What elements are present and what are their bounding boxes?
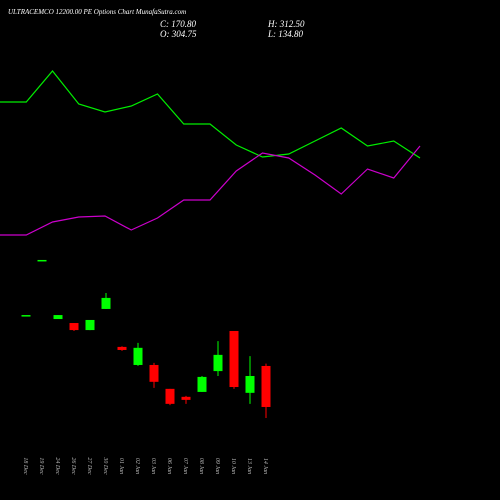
candle-body xyxy=(213,354,223,372)
candle-body xyxy=(69,323,79,331)
x-tick-label: 01 Jan xyxy=(118,458,124,474)
x-tick-label: 02 Jan xyxy=(134,458,140,474)
x-tick-label: 06 Jan xyxy=(166,458,172,474)
candle-body xyxy=(117,346,127,350)
candle-body xyxy=(197,376,207,392)
x-tick-label: 10 Jan xyxy=(230,458,236,474)
x-tick-label: 09 Jan xyxy=(214,458,220,474)
x-tick-label: 30 Dec xyxy=(102,456,108,474)
candle-body xyxy=(37,259,47,262)
candle-body xyxy=(101,297,111,309)
x-tick-label: 14 Jan xyxy=(262,458,269,474)
x-tick-label: 18 Dec xyxy=(22,457,28,474)
candle-body xyxy=(165,388,175,404)
low-text: L: 134.80 xyxy=(267,29,304,39)
high-text: H: 312.50 xyxy=(267,19,305,29)
candle-body xyxy=(85,319,95,331)
candle-body xyxy=(133,347,143,365)
candle-body xyxy=(53,315,63,320)
candle-body xyxy=(149,364,159,382)
x-tick-label: 19 Dec xyxy=(38,457,44,474)
x-tick-label: 07 Jan xyxy=(182,458,188,474)
candle-body xyxy=(181,396,191,400)
chart-title: ULTRACEMCO 12200.00 PE Options Chart Mun… xyxy=(8,8,186,16)
x-tick-label: 27 Dec xyxy=(86,457,92,474)
line-series xyxy=(0,70,421,159)
x-tick-label: 13 Jan xyxy=(246,458,252,474)
candle-body xyxy=(229,330,239,388)
x-tick-label: 03 Jan xyxy=(150,458,156,474)
candle-body xyxy=(261,365,271,407)
open-text: O: 304.75 xyxy=(160,29,197,39)
candle-body xyxy=(21,315,31,317)
x-tick-label: 24 Dec xyxy=(54,457,61,474)
line-series xyxy=(0,145,421,236)
x-tick-label: 26 Dec xyxy=(70,457,76,474)
close-text: C: 170.80 xyxy=(160,19,197,29)
candle-body xyxy=(245,375,255,393)
x-tick-label: 08 Jan xyxy=(198,458,204,474)
